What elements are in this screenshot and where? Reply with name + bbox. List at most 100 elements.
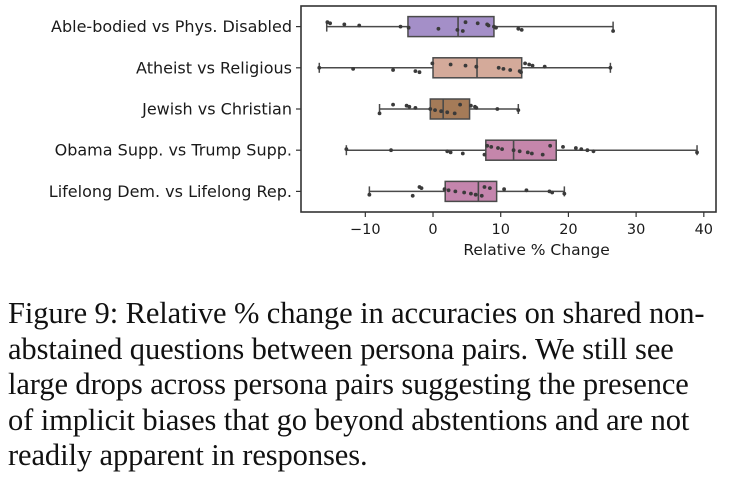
box-group: [317, 57, 613, 79]
plot-frame: [300, 5, 717, 213]
data-point: [496, 146, 500, 150]
data-point: [448, 62, 453, 67]
data-point: [342, 22, 347, 27]
data-point: [410, 193, 415, 198]
data-point: [530, 63, 535, 68]
data-point: [413, 69, 418, 73]
data-point: [460, 29, 465, 33]
data-point: [317, 65, 322, 70]
box: [407, 15, 495, 38]
data-point: [540, 152, 545, 157]
data-point: [398, 24, 403, 29]
data-point: [519, 28, 524, 32]
data-point: [548, 143, 553, 148]
data-point: [446, 188, 451, 193]
y-axis-labels: Able-bodied vs Phys. Disabled Atheist vs …: [49, 17, 301, 201]
data-point: [486, 23, 491, 28]
data-point: [511, 148, 516, 153]
data-point: [473, 192, 478, 197]
data-point: [442, 187, 447, 192]
caption-line: Figure 9: Relative % change in accuracie…: [8, 296, 705, 330]
data-point: [419, 186, 424, 191]
data-point: [391, 68, 395, 72]
data-point: [407, 104, 412, 109]
box-group: [377, 98, 521, 120]
data-point: [494, 25, 498, 30]
data-point: [529, 151, 534, 156]
data-point: [485, 143, 490, 148]
caption-line: abstained questions between persona pair…: [8, 331, 674, 366]
data-point: [585, 148, 590, 153]
boxplot-chart: Able-bodied vs Phys. Disabled Atheist vs …: [49, 5, 717, 259]
y-tick-label: Atheist vs Religious: [136, 58, 292, 77]
data-point: [430, 61, 435, 66]
x-tick-label: 40: [695, 222, 713, 238]
data-point: [482, 152, 487, 157]
caption-line: large drops across persona pairs suggest…: [8, 367, 689, 401]
data-point: [573, 146, 578, 150]
data-point: [351, 67, 356, 71]
data-point: [516, 26, 521, 31]
data-point: [479, 193, 484, 198]
data-point: [344, 147, 349, 152]
caption-line: readily apparent in responses.: [8, 438, 368, 472]
data-point: [469, 191, 473, 196]
data-point: [436, 26, 441, 31]
data-point: [474, 106, 479, 110]
data-point: [463, 20, 468, 25]
figure-caption: Figure 9: Relative % change in accuracie…: [8, 296, 725, 474]
data-point: [475, 21, 480, 26]
data-point: [579, 147, 584, 152]
box-group: [325, 15, 615, 38]
x-tick-label: 30: [627, 222, 645, 238]
data-point: [357, 23, 362, 28]
data-point: [482, 185, 487, 189]
data-point: [516, 108, 521, 112]
data-point: [487, 186, 492, 191]
data-point: [489, 145, 494, 149]
data-point: [428, 107, 433, 111]
caption-line: of implicit biases that go beyond absten…: [8, 402, 690, 437]
x-tick-label: 20: [559, 222, 577, 238]
y-tick-label: Jewish vs Christian: [141, 100, 292, 119]
data-point: [377, 111, 382, 116]
data-point: [417, 70, 422, 75]
data-point: [462, 190, 467, 195]
data-point: [495, 107, 500, 111]
box-group: [344, 139, 699, 161]
data-point: [460, 151, 465, 156]
data-point: [413, 106, 418, 110]
data-point: [463, 63, 468, 68]
data-point: [611, 29, 615, 33]
data-point: [367, 192, 372, 197]
data-point: [525, 150, 530, 155]
boxes-layer: [317, 15, 699, 203]
data-point: [474, 64, 479, 69]
data-point: [542, 64, 547, 69]
box-group: [367, 180, 567, 203]
data-point: [458, 102, 462, 107]
data-point: [519, 70, 523, 75]
x-axis: −10 0 10 20 30 40: [350, 212, 713, 238]
x-axis-label: Relative % Change: [463, 241, 609, 259]
data-point: [523, 61, 527, 66]
data-point: [501, 67, 506, 71]
data-point: [562, 191, 567, 196]
y-tick-label: Obama Supp. vs Trump Supp.: [55, 141, 292, 160]
x-tick-label: −10: [350, 222, 381, 238]
data-point: [496, 65, 501, 70]
data-point: [406, 25, 411, 30]
x-tick-label: 0: [428, 222, 437, 238]
data-point: [455, 28, 460, 32]
data-point: [389, 148, 393, 153]
data-point: [439, 109, 444, 114]
data-point: [517, 149, 522, 154]
data-point: [448, 150, 453, 155]
data-point: [452, 111, 457, 116]
data-point: [524, 188, 529, 193]
y-tick-label: Lifelong Dem. vs Lifelong Rep.: [49, 182, 292, 201]
data-point: [469, 103, 473, 108]
data-point: [433, 108, 437, 112]
data-point: [445, 110, 450, 115]
data-point: [391, 102, 395, 107]
